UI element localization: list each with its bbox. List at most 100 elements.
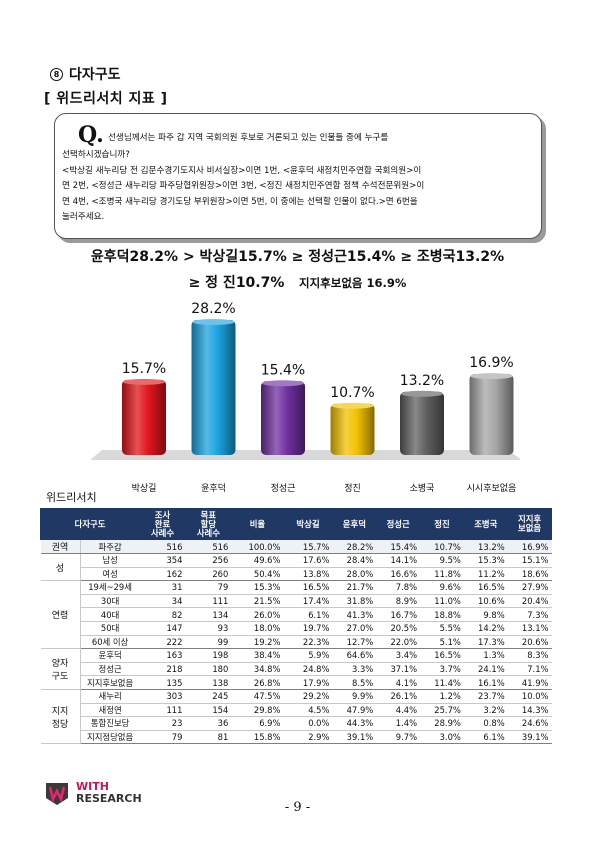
bar-윤후덕: [191, 320, 236, 455]
table-cell: 218: [139, 662, 186, 677]
table-cell: 9.7%: [376, 730, 421, 745]
table-cell: 6.1%: [463, 730, 508, 745]
table-header: 조병국: [463, 508, 509, 540]
table-row: 새정연 111 154 29.8% 4.5% 47.9% 4.4% 25.7% 3.2% 14.3…: [41, 703, 552, 718]
table-cell: 11.8%: [420, 567, 464, 582]
row-category: 지지후보없음: [80, 675, 140, 690]
table-cell: 28.9%: [420, 716, 464, 731]
table-cell: 17.3%: [463, 635, 508, 650]
bar-정진: [330, 403, 375, 455]
table-cell: 34: [139, 594, 186, 609]
question-body: 선택하시겠습니까? <박상길 새누리당 전 김문수경기도지사 비서실장>이면 1…: [62, 148, 534, 226]
table-cell: 41.9%: [507, 675, 552, 690]
table-row: 지지 정당 새누리 303 245 47.5% 29.2% 9.9% 26.1% 1.2% 23.7…: [40, 689, 552, 745]
table-cell: 16.9%: [507, 539, 552, 554]
row-category: 새정연: [80, 703, 140, 718]
headline-ranking: 윤후덕28.2% > 박상길15.7% ≥ 정성근15.4% ≥ 조병국13.2…: [90, 249, 505, 265]
table-row: 연령 19세~29세 31 79 15.3% 16.5% 21.7% 7.8% 9.6% 16.5…: [40, 580, 552, 650]
table-cell: 162: [139, 567, 186, 582]
table-row: 권역 파주갑 516 516 100.0% 15.7% 28.2% 15.4% 10.7% 13.…: [40, 539, 552, 554]
table-cell: 134: [185, 607, 232, 622]
table-cell: 24.8%: [283, 662, 333, 677]
headline-ranking-cont: ≥ 정 진10.7% 지지후보없음 16.9%: [0, 272, 595, 292]
table-cell: 180: [185, 662, 232, 677]
row-category: 윤후덕: [80, 648, 140, 663]
row-group-label: 성: [40, 553, 81, 582]
row-category: 정성근: [80, 662, 140, 677]
table-cell: 22.0%: [376, 635, 421, 650]
table-cell: 16.5%: [283, 580, 333, 595]
table-cell: 26.8%: [231, 675, 284, 690]
table-cell: 1.3%: [463, 648, 508, 663]
table-cell: 354: [139, 553, 186, 568]
row-group-label: 연령: [40, 580, 81, 650]
table-cell: 7.8%: [376, 580, 421, 595]
table-cell: 21.5%: [231, 594, 284, 609]
row-category: 파주갑: [80, 539, 140, 554]
table-header: 목표 할당 사례수: [184, 508, 232, 540]
table-cell: 20.4%: [507, 594, 552, 609]
table-cell: 12.7%: [332, 635, 377, 650]
headline-no-candidate: 지지후보없음 16.9%: [299, 276, 407, 290]
table-cell: 36: [185, 716, 232, 731]
table-cell: 135: [139, 675, 186, 690]
table-cell: 47.9%: [332, 703, 377, 718]
table-header: 윤후덕: [331, 508, 377, 540]
table-cell: 5.1%: [420, 635, 464, 650]
table-cell: 17.6%: [283, 553, 333, 568]
subtitle: [ 위드리서치 지표 ]: [44, 91, 168, 107]
table-cell: 18.6%: [507, 567, 552, 582]
table-cell: 79: [185, 580, 232, 595]
headline-main: ≥ 정 진10.7%: [188, 275, 285, 291]
question-first-line: 선생님께서는 파주 갑 지역 국회의원 후보로 거론되고 있는 인물들 중에 누…: [108, 133, 389, 143]
table-cell: 18.0%: [231, 621, 284, 636]
category-label: 소병국: [410, 483, 435, 494]
bar-chart: 15.7% 박상길 28.2% 윤후덕 15.4% 정성근 10.7% 정진 13.2% 소병국 1…: [90, 301, 520, 494]
question-line: 눌러주세요.: [62, 212, 105, 223]
table-cell: 23: [139, 716, 186, 731]
table-cell: 9.9%: [332, 689, 377, 704]
table-cell: 15.3%: [231, 580, 284, 595]
table-cell: 222: [139, 635, 186, 650]
category-label: 윤후덕: [201, 483, 226, 494]
table-header: 비율: [230, 508, 284, 540]
table-cell: 7.1%: [507, 662, 552, 677]
table-cell: 9.8%: [463, 607, 508, 622]
table-cell: 28.4%: [332, 553, 377, 568]
table-row: 30대 34 111 21.5% 17.4% 31.8% 8.9% 11.0% 10.6% 20.…: [41, 594, 552, 609]
table-cell: 31.8%: [332, 594, 377, 609]
table-cell: 99: [185, 635, 232, 650]
section-title-text: 다자구도: [69, 67, 121, 83]
table-header: 정성근: [375, 508, 421, 540]
table-row: 성 남성 354 256 49.6% 17.6% 28.4% 14.1% 9.5% 15.3% 15…: [40, 553, 552, 582]
table-cell: 93: [185, 621, 232, 636]
table-cell: 198: [185, 648, 232, 663]
table-cell: 38.4%: [231, 648, 284, 663]
table-cell: 8.3%: [507, 648, 552, 663]
table-row: 통합진보당 23 36 6.9% 0.0% 44.3% 1.4% 28.9% 0.8% 24.6%: [41, 716, 552, 731]
table-cell: 4.1%: [376, 675, 421, 690]
table-cell: 0.8%: [463, 716, 508, 731]
table-cell: 14.3%: [507, 703, 552, 718]
row-category: 30대: [80, 594, 140, 609]
page-number: - 9 -: [284, 800, 311, 815]
row-group-label: 권역: [40, 539, 81, 554]
table-row: 50대 147 93 18.0% 19.7% 27.0% 20.5% 5.5% 14.2% 13.…: [41, 621, 552, 636]
table-cell: 29.2%: [283, 689, 333, 704]
table-cell: 16.5%: [420, 648, 464, 663]
bar-소병국: [400, 391, 444, 455]
table-row: 여성 162 260 50.4% 13.8% 28.0% 16.6% 11.8% 11.2% 18…: [41, 567, 552, 582]
table-cell: 5.5%: [420, 621, 464, 636]
table-cell: 11.2%: [463, 567, 508, 582]
table-cell: 26.0%: [231, 607, 284, 622]
table-cell: 303: [139, 689, 186, 704]
bar-top-cap: [123, 378, 165, 385]
table-cell: 516: [139, 539, 186, 554]
table-cell: 10.6%: [463, 594, 508, 609]
table-cell: 16.1%: [463, 675, 508, 690]
table-cell: 9.5%: [420, 553, 464, 568]
table-cell: 23.7%: [463, 689, 508, 704]
bar-top-cap: [470, 373, 513, 380]
table-cell: 8.5%: [332, 675, 377, 690]
table-header: 정진: [419, 508, 465, 540]
